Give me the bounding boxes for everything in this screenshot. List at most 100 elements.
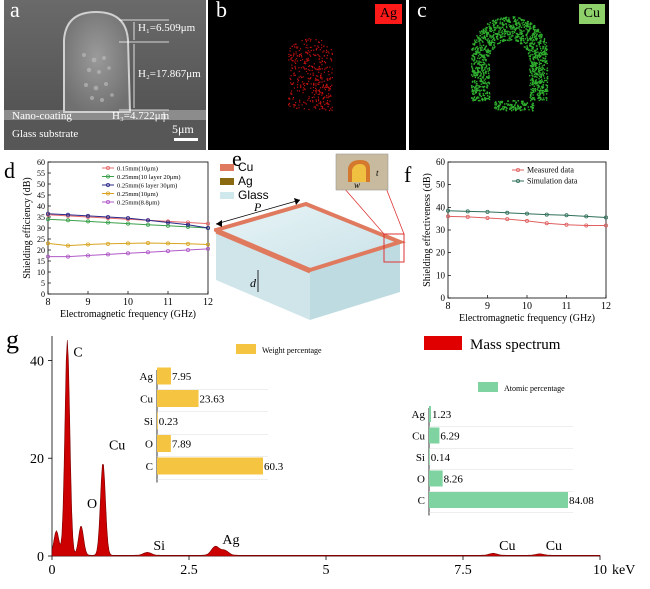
legend-ag: Ag xyxy=(238,174,253,188)
schematic-3d xyxy=(210,153,406,320)
panel-a-label: a xyxy=(10,0,20,22)
bar-value-label: 7.95 xyxy=(172,371,192,383)
spectrum-area xyxy=(51,340,601,557)
series-line xyxy=(47,213,209,229)
data-point xyxy=(505,210,510,215)
data-point xyxy=(185,241,190,246)
data-point xyxy=(86,219,91,224)
y-tick-label: 25 xyxy=(37,235,45,244)
legend-cu: Cu xyxy=(238,160,254,174)
series-line xyxy=(447,210,607,218)
legend-swatch xyxy=(424,336,462,350)
cu-map-dots xyxy=(471,16,549,112)
data-point xyxy=(46,241,51,246)
y-tick-label: 10 xyxy=(436,270,446,280)
data-point xyxy=(46,217,51,222)
peak-label: O xyxy=(87,497,97,512)
data-point xyxy=(603,215,608,220)
x-tick-label: 11 xyxy=(163,297,173,308)
y-tick-label: 0 xyxy=(441,293,446,303)
panel-b-ag-map: b Ag xyxy=(208,0,406,150)
x-tick-label: 12 xyxy=(601,301,611,312)
panel-a-sem-image: a H₁=6.509μm H₂=17.867μm H₃=4.722μm Nano… xyxy=(4,0,206,150)
y-tick-label: 10 xyxy=(37,268,45,277)
data-point xyxy=(185,248,190,253)
bar xyxy=(429,470,443,487)
data-point xyxy=(544,212,549,217)
panel-b-label: b xyxy=(216,0,227,22)
chart-f: 8 9 10 11 12 0 10 20 30 40 50 60 Electromagnetic fre… xyxy=(404,157,611,324)
data-point xyxy=(66,212,71,217)
data-point xyxy=(584,223,589,228)
data-point xyxy=(564,222,569,227)
y-tick-label: 55 xyxy=(37,169,45,178)
data-point xyxy=(544,221,549,226)
data-point xyxy=(185,220,190,225)
peak-label: Cu xyxy=(546,539,562,554)
peak-label: Cu xyxy=(109,438,125,453)
bar xyxy=(157,390,199,407)
data-point xyxy=(505,217,510,222)
bar-category-label: C xyxy=(418,495,425,507)
legend-glass-swatch xyxy=(220,192,234,199)
data-point xyxy=(66,254,71,259)
legend-entry: Mass spectrum xyxy=(470,337,561,353)
legend-entry: 0.25mm(10μm) xyxy=(117,191,158,198)
y-tick-label: 40 xyxy=(436,202,446,212)
y-axis-label: Shielding efficiency (dB) xyxy=(22,177,33,278)
data-point xyxy=(145,250,150,255)
data-point xyxy=(145,222,150,227)
x-tick-label: 7.5 xyxy=(454,563,472,578)
bar-value-label: 23.63 xyxy=(200,394,225,406)
data-point xyxy=(205,226,210,231)
data-point xyxy=(86,242,91,247)
peak-label: Si xyxy=(153,539,165,554)
panel-g: 0 2.5 5 7.5 10 0 20 40 keV g C O Cu Si Ag Cu Cu Mass spec… xyxy=(0,324,650,584)
data-point xyxy=(485,215,490,220)
cu-tag: Cu xyxy=(578,4,605,24)
data-point xyxy=(465,214,470,219)
dim-p: P xyxy=(254,200,262,214)
bar-category-label: O xyxy=(417,474,425,486)
bar-category-label: Ag xyxy=(140,371,154,383)
panel-c-cu-map: c Cu xyxy=(409,0,609,150)
data-point xyxy=(564,213,569,218)
y-tick-label: 60 xyxy=(37,158,45,167)
data-point xyxy=(525,218,530,223)
data-point xyxy=(126,221,131,226)
bar-category-label: Ag xyxy=(412,409,426,421)
data-point xyxy=(205,242,210,247)
legend-marker xyxy=(106,165,111,170)
y-tick-label: 0 xyxy=(37,550,44,565)
x-tick-label: 9 xyxy=(485,301,490,312)
legend-cu-swatch xyxy=(220,164,234,171)
x-tick-label: 10 xyxy=(522,301,532,312)
chart-d: 8 9 10 11 12 0 5 10 15 20 25 30 35 40 45 50 55 60 Electrom… xyxy=(4,158,213,320)
bar-category-label: Cu xyxy=(140,394,153,406)
bar-value-label: 1.23 xyxy=(432,409,452,421)
y-tick-label: 20 xyxy=(37,246,45,255)
x-tick-label: 10 xyxy=(593,563,607,578)
bar-value-label: 7.89 xyxy=(172,439,192,451)
bar-category-label: Cu xyxy=(412,431,425,443)
bar xyxy=(157,412,158,430)
x-tick-label: 12 xyxy=(203,297,213,308)
legend-marker xyxy=(106,182,111,187)
bar xyxy=(157,367,171,385)
bar-value-label: 0.14 xyxy=(431,452,451,464)
legend-ag-swatch xyxy=(220,178,234,185)
bar-category-label: O xyxy=(145,439,153,451)
data-point xyxy=(145,218,150,223)
panel-label: f xyxy=(404,162,412,187)
y-tick-label: 20 xyxy=(30,452,44,467)
bar xyxy=(429,427,440,444)
panel-d: 8 9 10 11 12 0 5 10 15 20 25 30 35 40 45 50 55 60 Electrom… xyxy=(0,152,214,322)
ag-tag: Ag xyxy=(374,4,402,24)
sem-cross-section xyxy=(4,0,206,150)
bar-legend-swatch xyxy=(478,382,498,392)
bar xyxy=(429,492,568,508)
bar-category-label: C xyxy=(146,461,153,473)
panel-label: d xyxy=(4,158,15,183)
bar-category-label: Si xyxy=(416,452,425,464)
data-point xyxy=(126,241,131,246)
